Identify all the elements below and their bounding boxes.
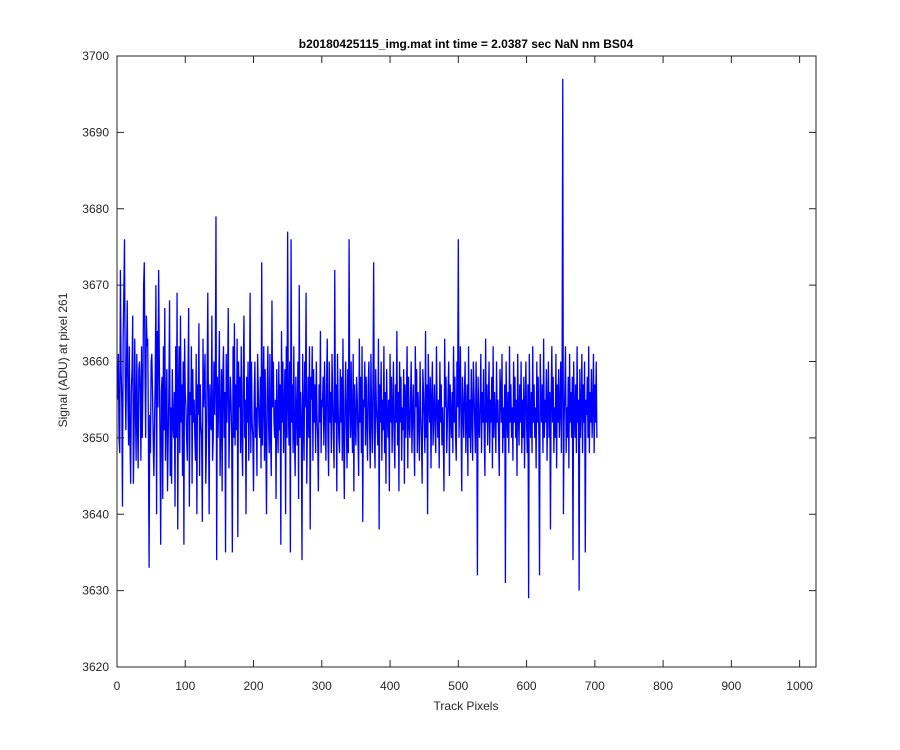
y-tick-label: 3670 [82, 278, 109, 292]
chart-title: b20180425115_img.mat int time = 2.0387 s… [299, 37, 634, 51]
x-tick-label: 200 [244, 679, 264, 693]
y-tick-label: 3690 [82, 125, 109, 139]
x-tick-label: 600 [517, 679, 537, 693]
y-tick-label: 3660 [82, 355, 109, 369]
x-axis-label: Track Pixels [434, 699, 499, 713]
y-axis-label: Signal (ADU) at pixel 261 [56, 292, 70, 427]
x-tick-label: 0 [114, 679, 121, 693]
y-tick-label: 3680 [82, 202, 109, 216]
series-line-1 [117, 78, 598, 599]
x-tick-label: 900 [721, 679, 741, 693]
x-tick-label: 300 [312, 679, 332, 693]
y-tick-label: 3650 [82, 431, 109, 445]
x-tick-label: 1000 [786, 679, 813, 693]
y-tick-label: 3630 [82, 584, 109, 598]
x-tick-label: 500 [448, 679, 468, 693]
x-tick-label: 400 [380, 679, 400, 693]
y-tick-label: 3700 [82, 49, 109, 63]
y-tick-label: 3620 [82, 660, 109, 674]
x-tick-label: 100 [175, 679, 195, 693]
y-tick-label: 3640 [82, 507, 109, 521]
x-tick-label: 700 [585, 679, 605, 693]
x-tick-label: 800 [653, 679, 673, 693]
